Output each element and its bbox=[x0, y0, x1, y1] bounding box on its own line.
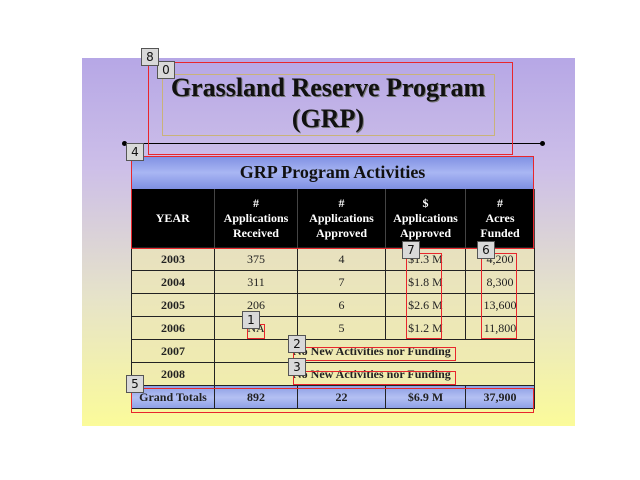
title-placeholder bbox=[162, 74, 495, 136]
year-cell: 2005 bbox=[131, 293, 215, 317]
header-approved-line1: # bbox=[338, 195, 345, 210]
header-acres-line2: Acres bbox=[485, 210, 515, 225]
header-year: YEAR bbox=[131, 189, 215, 248]
header-dollars-line1: $ bbox=[422, 195, 429, 210]
acres-cell: 8,300 bbox=[465, 270, 535, 294]
year-cell: 2003 bbox=[131, 247, 215, 271]
table-row: 2008 No New Activities nor Funding bbox=[131, 362, 535, 386]
year-cell: 2007 bbox=[131, 339, 215, 363]
tag-1: 1 bbox=[242, 311, 260, 329]
header-approved: # Applications Approved bbox=[297, 189, 386, 248]
header-dollars: $ Applications Approved bbox=[385, 189, 466, 248]
approved-cell: 5 bbox=[297, 316, 386, 340]
divider-endpoint-right bbox=[540, 141, 545, 146]
year-cell: 2008 bbox=[131, 362, 215, 386]
tag-6: 6 bbox=[477, 241, 495, 259]
approved-cell: 7 bbox=[297, 270, 386, 294]
header-acres: # Acres Funded bbox=[465, 189, 535, 248]
header-received-line2: Applications bbox=[223, 210, 289, 225]
tag-8: 8 bbox=[141, 48, 159, 66]
header-acres-line3: Funded bbox=[480, 225, 520, 240]
tag-3: 3 bbox=[288, 358, 306, 376]
divider-endpoint-left bbox=[122, 141, 127, 146]
totals-acres: 37,900 bbox=[465, 385, 535, 409]
tag-0: 0 bbox=[157, 61, 175, 79]
dollars-cell: $2.6 M bbox=[385, 293, 466, 317]
header-received-line1: # bbox=[253, 195, 259, 210]
header-dollars-line3: Approved bbox=[399, 225, 452, 240]
table-row: 2004 311 7 $1.8 M 8,300 bbox=[131, 270, 535, 294]
header-dollars-line2: Applications bbox=[393, 210, 458, 225]
no-activity-note: No New Activities nor Funding bbox=[214, 339, 535, 363]
table-row: 2003 375 4 $1.3 M 4,200 bbox=[131, 247, 535, 271]
header-approved-line2: Applications bbox=[309, 210, 374, 225]
divider-line bbox=[124, 143, 544, 144]
header-approved-line3: Approved bbox=[315, 225, 368, 240]
no-activity-note: No New Activities nor Funding bbox=[214, 362, 535, 386]
tag-5: 5 bbox=[126, 375, 144, 393]
activities-table: YEAR # Applications Received # Applicati… bbox=[131, 189, 535, 409]
dollars-cell: $1.8 M bbox=[385, 270, 466, 294]
acres-cell: 11,800 bbox=[465, 316, 535, 340]
tag-7: 7 bbox=[402, 241, 420, 259]
totals-label: Grand Totals bbox=[131, 385, 215, 409]
table-row: 2006 NA 5 $1.2 M 11,800 bbox=[131, 316, 535, 340]
table-row: 2005 206 6 $2.6 M 13,600 bbox=[131, 293, 535, 317]
totals-row: Grand Totals 892 22 $6.9 M 37,900 bbox=[131, 385, 535, 409]
received-cell: 206 bbox=[214, 293, 298, 317]
header-received-line3: Received bbox=[233, 225, 279, 240]
header-acres-line1: # bbox=[497, 195, 503, 210]
tag-4: 4 bbox=[126, 143, 144, 161]
totals-received: 892 bbox=[214, 385, 298, 409]
table-row: 2007 No New Activities nor Funding bbox=[131, 339, 535, 363]
header-year-label: YEAR bbox=[155, 210, 190, 225]
slide-title: Grassland Reserve Program (GRP) bbox=[150, 72, 506, 134]
year-cell: 2006 bbox=[131, 316, 215, 340]
approved-cell: 4 bbox=[297, 247, 386, 271]
tag-2: 2 bbox=[288, 335, 306, 353]
title-line-1: Grassland Reserve Program bbox=[170, 73, 486, 102]
approved-cell: 6 bbox=[297, 293, 386, 317]
totals-approved: 22 bbox=[297, 385, 386, 409]
totals-dollars: $6.9 M bbox=[385, 385, 466, 409]
received-cell: 375 bbox=[214, 247, 298, 271]
dollars-cell: $1.3 M bbox=[385, 247, 466, 271]
header-received: # Applications Received bbox=[214, 189, 298, 248]
year-cell: 2004 bbox=[131, 270, 215, 294]
table-title: GRP Program Activities bbox=[131, 156, 534, 189]
header-row: YEAR # Applications Received # Applicati… bbox=[131, 189, 535, 248]
received-cell: 311 bbox=[214, 270, 298, 294]
dollars-cell: $1.2 M bbox=[385, 316, 466, 340]
acres-cell: 4,200 bbox=[465, 247, 535, 271]
acres-cell: 13,600 bbox=[465, 293, 535, 317]
title-line-2: (GRP) bbox=[291, 104, 365, 133]
